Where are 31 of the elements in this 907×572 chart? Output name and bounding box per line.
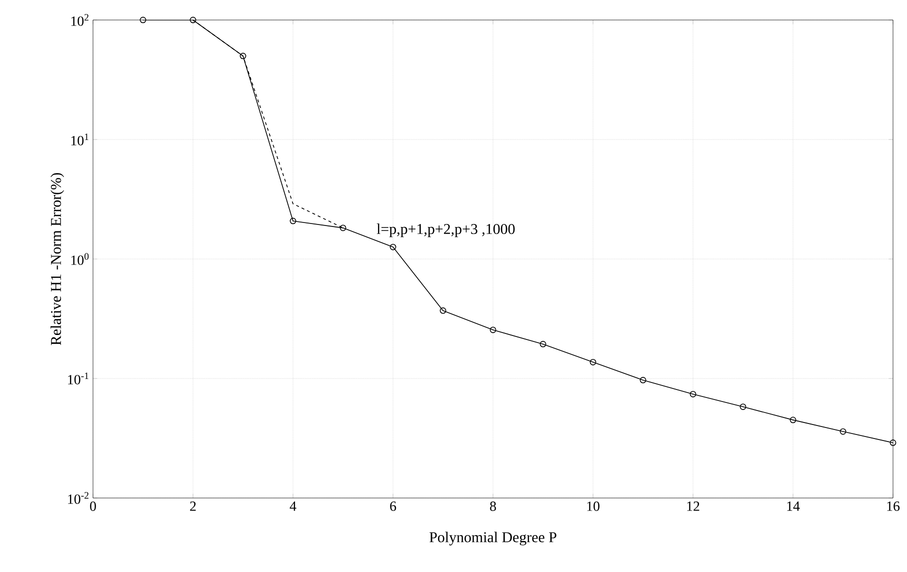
y-tick-label: 10$^{1}$ bbox=[71, 134, 88, 146]
point bbox=[640, 376, 646, 384]
x-tick-label: 4 bbox=[290, 502, 296, 511]
annotation: l=p,p+1,p+2,p+3 ,1000 bbox=[376, 224, 515, 238]
x-tick-label: 2 bbox=[190, 502, 196, 511]
x-tick-label: 16 bbox=[887, 502, 900, 511]
point bbox=[690, 390, 696, 398]
point bbox=[590, 358, 596, 366]
y-tick-label: 10$^{0}$ bbox=[71, 253, 89, 265]
point bbox=[440, 307, 446, 314]
x-tick-label: 12 bbox=[687, 502, 700, 511]
x-tick-label: 6 bbox=[390, 502, 396, 511]
x-axis-title: Polynomial Degree P bbox=[430, 532, 556, 546]
x-tick-label: 0 bbox=[90, 502, 96, 511]
point bbox=[190, 16, 196, 24]
point bbox=[290, 218, 296, 224]
x-tick-label: 8 bbox=[490, 502, 496, 511]
x-tick-label: 10 bbox=[587, 502, 600, 511]
x-tick-label: 14 bbox=[787, 502, 800, 511]
point bbox=[790, 416, 796, 424]
point bbox=[490, 326, 496, 334]
point bbox=[540, 340, 546, 348]
y-tick-label: 10$^{2}$ bbox=[71, 14, 88, 26]
point bbox=[840, 428, 846, 435]
y-axis-title: Relative H1 -Norm Error(%) bbox=[50, 173, 64, 346]
point bbox=[740, 404, 746, 410]
point bbox=[390, 244, 396, 250]
point bbox=[240, 52, 246, 60]
y-tick-label: 10$^{-2}$ bbox=[68, 492, 88, 504]
y-tick-label: 10$^{-1}$ bbox=[68, 372, 88, 384]
point bbox=[340, 224, 346, 232]
